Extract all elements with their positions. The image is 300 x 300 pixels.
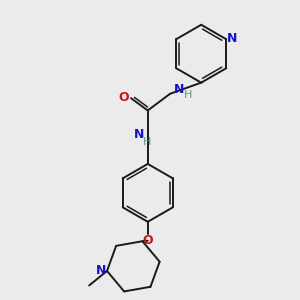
Text: H: H <box>142 137 151 147</box>
Text: H: H <box>184 90 192 100</box>
Text: N: N <box>96 265 106 278</box>
Text: N: N <box>174 83 184 96</box>
Text: O: O <box>118 91 129 103</box>
Text: N: N <box>227 32 237 45</box>
Text: N: N <box>134 128 144 142</box>
Text: O: O <box>142 234 153 247</box>
